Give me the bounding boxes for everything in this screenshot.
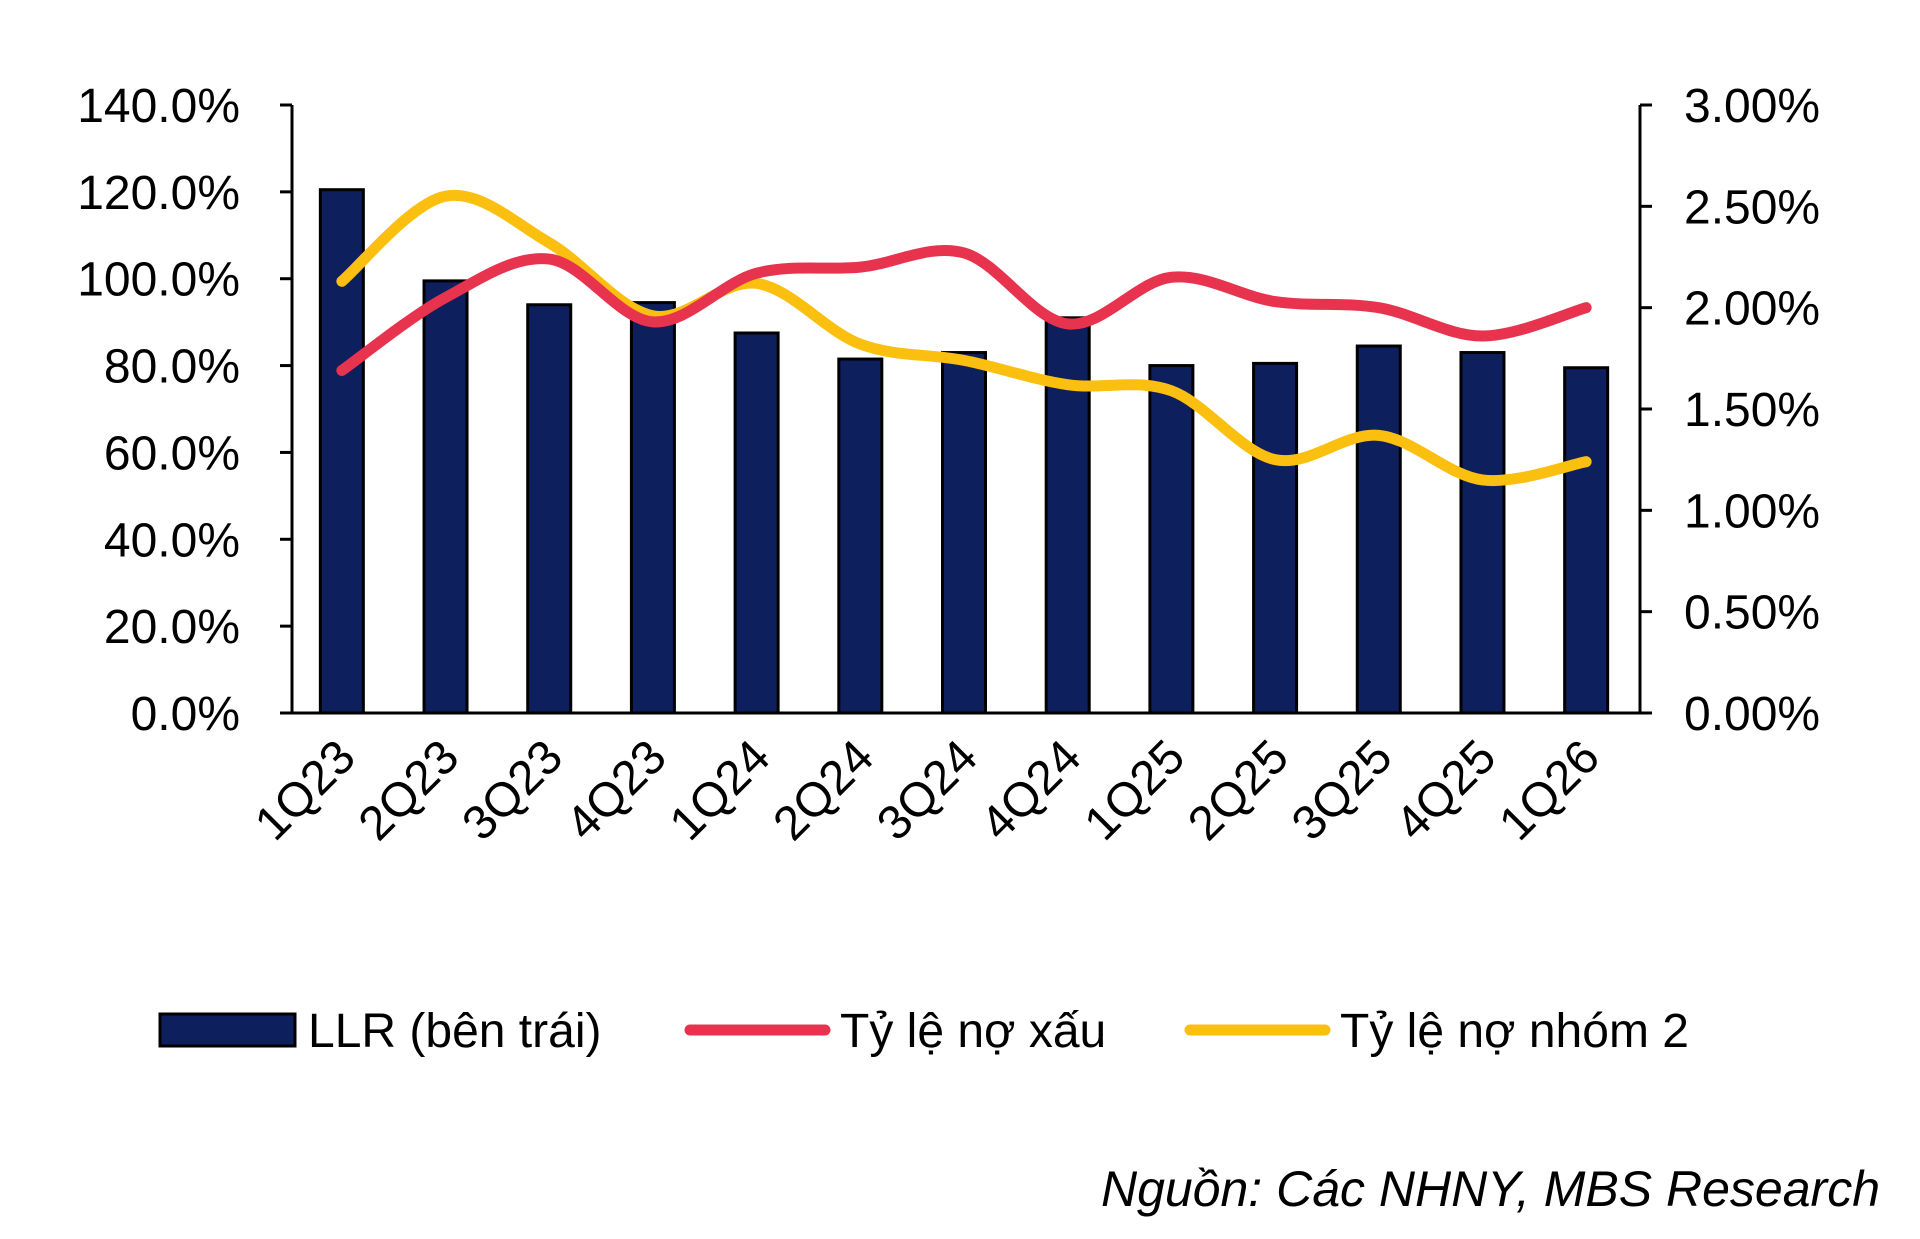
x-tick-label: 1Q23 — [245, 730, 366, 851]
legend-label-npl: Tỷ lệ nợ xấu — [840, 1005, 1106, 1058]
x-tick-label: 4Q23 — [556, 730, 677, 851]
bar-2Q24 — [837, 357, 884, 715]
legend: LLR (bên trái) Tỷ lệ nợ xấu Tỷ lệ nợ nhóm … — [158, 1005, 1689, 1058]
x-tick-label: 2Q24 — [764, 730, 885, 851]
bar-1Q25 — [1148, 364, 1195, 715]
bars-group — [318, 188, 1610, 715]
right-tick-label: 3.00% — [1684, 80, 1820, 133]
left-tick-label: 120.0% — [77, 167, 240, 220]
x-tick-label: 1Q24 — [660, 730, 781, 851]
left-tick-label: 20.0% — [104, 601, 240, 654]
bar-3Q25 — [1355, 344, 1402, 715]
source-note: Nguồn: Các NHNY, MBS Research — [1100, 1161, 1880, 1217]
x-tick-label: 3Q25 — [1282, 730, 1403, 851]
x-tick-label: 2Q23 — [349, 730, 470, 851]
legend-swatch-llr — [158, 1012, 297, 1048]
left-tick-label: 0.0% — [131, 688, 240, 741]
legend-label-group2: Tỷ lệ nợ nhóm 2 — [1340, 1005, 1689, 1058]
x-tick-label: 4Q25 — [1386, 730, 1507, 851]
left-tick-label: 140.0% — [77, 80, 240, 133]
bar-4Q23 — [629, 301, 676, 715]
bar-3Q24 — [941, 351, 987, 715]
bar-3Q23 — [526, 303, 573, 715]
right-tick-label: 2.50% — [1684, 181, 1820, 234]
x-tick-label: 1Q26 — [1489, 730, 1610, 851]
left-tick-label: 80.0% — [104, 341, 240, 394]
bar-4Q25 — [1459, 351, 1506, 715]
bar-2Q23 — [422, 279, 469, 715]
x-tick-label: 3Q24 — [867, 730, 988, 851]
left-tick-label: 60.0% — [104, 427, 240, 480]
x-tick-label: 2Q25 — [1178, 730, 1299, 851]
legend-label-llr: LLR (bên trái) — [308, 1005, 601, 1058]
right-tick-label: 0.50% — [1684, 587, 1820, 640]
right-tick-label: 1.00% — [1684, 485, 1820, 538]
x-tick-label: 4Q24 — [971, 730, 1092, 851]
left-tick-label: 40.0% — [104, 514, 240, 567]
axes-group — [280, 103, 1652, 715]
right-tick-label: 2.00% — [1684, 283, 1820, 336]
line-group2 — [336, 189, 1592, 487]
x-tick-label: 1Q25 — [1075, 730, 1196, 851]
lines-group — [336, 189, 1592, 487]
right-tick-label: 0.00% — [1684, 688, 1820, 741]
right-tick-label: 1.50% — [1684, 384, 1820, 437]
left-tick-label: 100.0% — [77, 254, 240, 307]
bar-2Q25 — [1252, 361, 1299, 715]
x-tick-label: 3Q23 — [453, 730, 574, 851]
bar-1Q24 — [733, 331, 780, 715]
bar-1Q26 — [1563, 366, 1610, 715]
